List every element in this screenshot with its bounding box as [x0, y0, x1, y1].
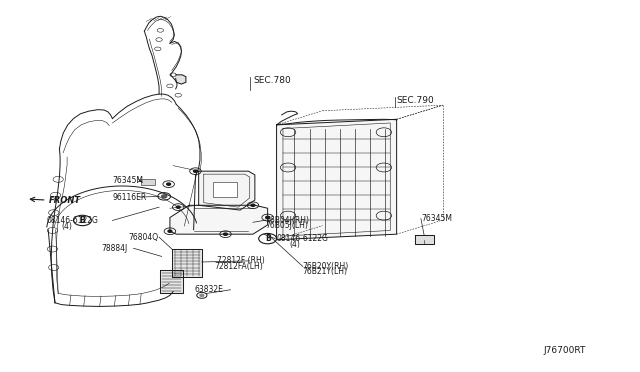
Text: J76700RT: J76700RT — [543, 346, 586, 355]
Text: SEC.780: SEC.780 — [253, 76, 291, 85]
Text: 78884J: 78884J — [102, 244, 128, 253]
Text: SEC.790: SEC.790 — [397, 96, 435, 105]
Circle shape — [167, 183, 171, 185]
Polygon shape — [172, 249, 202, 277]
Text: 08146-6122G: 08146-6122G — [47, 216, 99, 225]
Text: 76B04J(RH): 76B04J(RH) — [266, 216, 310, 225]
Circle shape — [162, 195, 167, 198]
Text: 63832E: 63832E — [194, 285, 223, 294]
Circle shape — [200, 294, 204, 296]
Text: 72812F (RH): 72812F (RH) — [216, 256, 264, 265]
Text: 76B21Y(LH): 76B21Y(LH) — [303, 267, 348, 276]
Polygon shape — [415, 235, 434, 244]
Polygon shape — [276, 119, 397, 240]
Polygon shape — [170, 205, 268, 234]
Circle shape — [176, 206, 180, 208]
Text: 08146-6122G: 08146-6122G — [276, 234, 328, 243]
Text: 76B05J(LH): 76B05J(LH) — [266, 221, 308, 230]
Text: (4): (4) — [61, 222, 72, 231]
Text: 76B20Y(RH): 76B20Y(RH) — [303, 262, 349, 271]
Polygon shape — [161, 270, 182, 294]
Circle shape — [223, 233, 227, 235]
Text: 76804Q: 76804Q — [129, 232, 159, 242]
Bar — [212, 182, 237, 197]
Text: 76345M: 76345M — [421, 214, 452, 223]
Circle shape — [168, 230, 172, 232]
Circle shape — [266, 217, 269, 219]
Circle shape — [251, 204, 255, 206]
Text: 72812FA(LH): 72812FA(LH) — [214, 262, 264, 271]
Polygon shape — [198, 171, 255, 210]
Text: 96116ER: 96116ER — [113, 193, 147, 202]
Text: 76345M: 76345M — [113, 176, 143, 185]
Text: (4): (4) — [289, 240, 300, 250]
Polygon shape — [175, 75, 186, 84]
Circle shape — [193, 170, 197, 172]
Text: FRONT: FRONT — [49, 196, 81, 205]
Text: B: B — [265, 234, 271, 243]
Bar — [141, 179, 156, 185]
Text: B: B — [79, 216, 85, 225]
